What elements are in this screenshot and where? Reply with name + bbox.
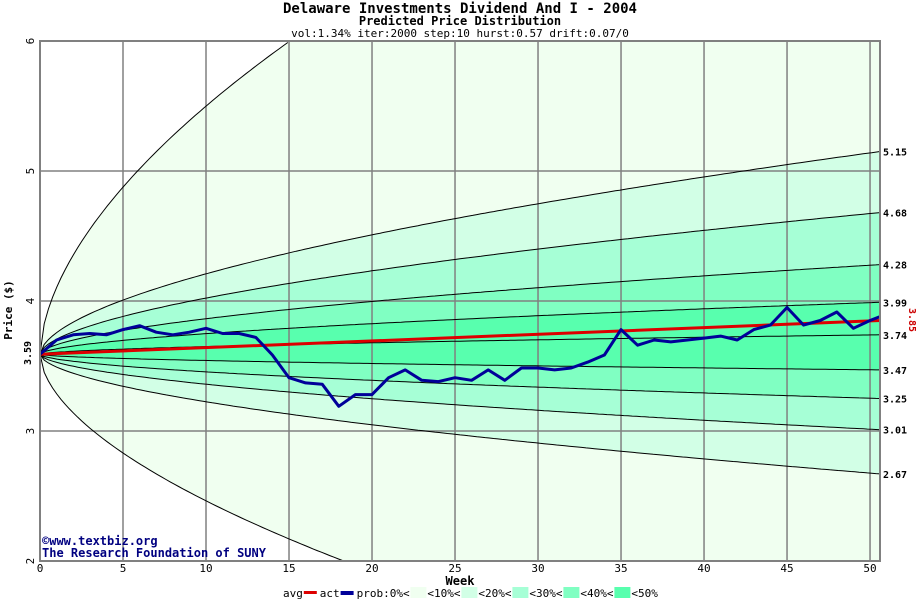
percentile-line bbox=[39, 353, 881, 431]
x-tick-label: 15 bbox=[282, 562, 295, 575]
probability-band bbox=[40, 354, 880, 561]
probability-band bbox=[40, 354, 880, 430]
x-tick-label: 5 bbox=[120, 562, 127, 575]
x-tick-label: 10 bbox=[199, 562, 212, 575]
legend-avg-swatch bbox=[303, 591, 317, 594]
series bbox=[39, 306, 881, 408]
x-tick-label: 35 bbox=[614, 562, 627, 575]
probability-band bbox=[40, 212, 880, 355]
percentile-line bbox=[39, 354, 343, 561]
percentile-end-label: 3.99 bbox=[883, 298, 907, 309]
legend-band-label: <20%< bbox=[478, 587, 511, 600]
legend-band-swatch bbox=[563, 587, 580, 598]
x-tick-label: 0 bbox=[37, 562, 44, 575]
chart-title: Delaware Investments Dividend And I - 20… bbox=[283, 1, 637, 17]
x-tick-label: 25 bbox=[448, 562, 461, 575]
x-tick-label: 20 bbox=[365, 562, 378, 575]
y-tick-label: 5 bbox=[24, 168, 37, 175]
percentile-end-label: 4.68 bbox=[883, 209, 907, 220]
x-tick-label: 40 bbox=[697, 562, 710, 575]
end-actual-label: 3.85 bbox=[906, 308, 917, 332]
credit-line-2: The Research Foundation of SUNY bbox=[42, 546, 267, 560]
avg-line bbox=[39, 319, 881, 356]
percentile-line bbox=[39, 353, 880, 371]
percentile-end-label: 5.15 bbox=[883, 148, 907, 159]
y-tick-label: 6 bbox=[24, 38, 37, 45]
x-axis-label: Week bbox=[446, 574, 476, 588]
probability-band bbox=[40, 41, 880, 355]
percentile-line bbox=[39, 212, 881, 355]
legend-band-swatch bbox=[410, 587, 427, 598]
percentile-line bbox=[39, 264, 881, 355]
chart-subtitle: Predicted Price Distribution bbox=[359, 14, 561, 28]
y-tick-label: 3 bbox=[24, 428, 37, 435]
percentile-end-label: 3.25 bbox=[883, 395, 907, 406]
percentile-line bbox=[39, 301, 881, 355]
legend-band-label: <10%< bbox=[427, 587, 460, 600]
percentile-end-label: 2.67 bbox=[883, 470, 907, 481]
act-line bbox=[39, 306, 881, 408]
legend-band-swatch bbox=[512, 587, 529, 598]
y-axis-label: Price ($) bbox=[2, 280, 15, 340]
y-tick-label: 2 bbox=[24, 558, 37, 565]
percentile-line bbox=[39, 42, 289, 355]
legend-prob-label: prob:0%< bbox=[357, 587, 410, 600]
legend-avg-label: avg bbox=[283, 587, 303, 600]
percentile-line bbox=[39, 151, 881, 355]
percentile-end-label: 3.47 bbox=[883, 366, 907, 377]
x-tick-label: 30 bbox=[531, 562, 544, 575]
probability-band bbox=[40, 151, 880, 355]
percentile-end-label: 3.74 bbox=[883, 331, 907, 342]
legend-band-label: <50% bbox=[631, 587, 658, 600]
probability-bands bbox=[40, 41, 880, 561]
percentile-end-label: 3.01 bbox=[883, 426, 907, 437]
probability-band bbox=[40, 354, 880, 399]
legend-act-swatch bbox=[340, 591, 354, 595]
probability-band bbox=[40, 264, 880, 355]
legend-act-label: act bbox=[320, 587, 340, 600]
legend-band-label: <30%< bbox=[529, 587, 562, 600]
start-price-label: 3.59 bbox=[23, 341, 34, 365]
legend-band-swatch bbox=[614, 587, 631, 598]
chart-params: vol:1.34% iter:2000 step:10 hurst:0.57 d… bbox=[291, 27, 629, 40]
x-tick-label: 45 bbox=[780, 562, 793, 575]
probability-band bbox=[40, 302, 880, 355]
y-tick-label: 4 bbox=[24, 297, 37, 304]
probability-band bbox=[40, 354, 880, 474]
percentile-end-label: 4.28 bbox=[883, 261, 907, 272]
legend-band-swatch bbox=[461, 587, 478, 598]
percentile-line bbox=[39, 353, 881, 399]
x-tick-label: 50 bbox=[863, 562, 876, 575]
legend-band-label: <40%< bbox=[580, 587, 613, 600]
percentile-line bbox=[39, 354, 881, 475]
legend: avg act prob:0%< <10%< <20%< <30%< <40%< <50% bbox=[283, 587, 658, 600]
plot-frame bbox=[39, 40, 881, 562]
credit-line-1: ©www.textbiz.org bbox=[42, 534, 158, 548]
